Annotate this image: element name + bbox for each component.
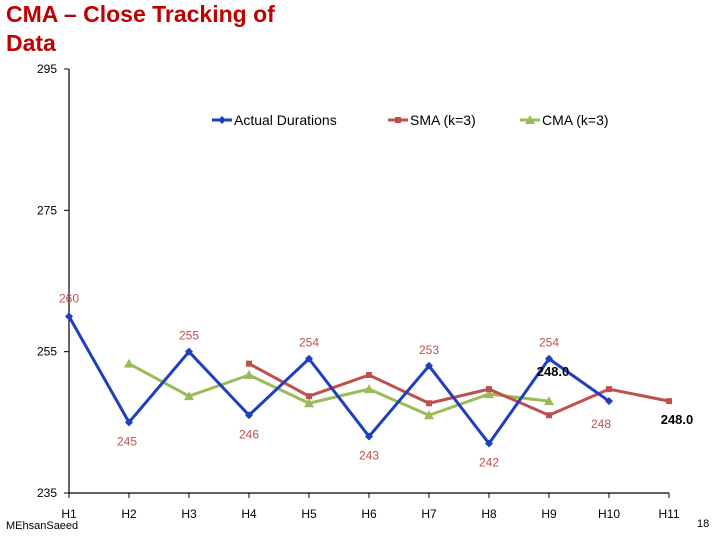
x-tick-label: H6: [361, 507, 377, 521]
x-tick-label: H9: [541, 507, 557, 521]
x-tick-label: H2: [121, 507, 137, 521]
data-point: [545, 354, 553, 363]
annotation-label: 248.0: [537, 364, 570, 379]
data-point: [305, 354, 313, 363]
data-label: 245: [117, 434, 137, 448]
data-point: [245, 411, 253, 420]
data-label: 260: [59, 291, 79, 305]
data-point: [365, 432, 373, 441]
series-line: [67, 315, 610, 446]
x-tick-label: H4: [241, 507, 257, 521]
x-tick-label: H10: [598, 507, 620, 521]
data-label: 243: [359, 448, 379, 462]
x-tick-label: H1: [61, 507, 77, 521]
data-point: [484, 389, 494, 399]
y-tick-label: 275: [37, 203, 57, 217]
data-point: [125, 418, 133, 427]
data-label: 242: [479, 456, 499, 470]
data-point: [424, 410, 434, 420]
x-tick-label: H5: [301, 507, 317, 521]
data-point: [304, 398, 314, 408]
data-point: [306, 393, 312, 400]
chart-data-labels: 260 245 255 246 254 243 253 242 254 248 248.0 248.0: [59, 291, 693, 469]
legend-entry-label: SMA (k=3): [410, 112, 476, 128]
slide-title: CMA – Close Tracking of Data: [6, 1, 275, 56]
data-point: [666, 398, 672, 405]
legend-marker: [218, 116, 226, 124]
data-point: [425, 361, 433, 370]
data-point: [185, 347, 193, 356]
data-point: [426, 400, 432, 407]
data-point: [65, 312, 73, 321]
y-tick-label: 255: [37, 345, 57, 359]
data-point: [546, 412, 552, 419]
chart-series: [65, 312, 672, 448]
y-tick-label: 295: [37, 62, 57, 76]
legend-entry-label: CMA (k=3): [542, 112, 609, 128]
chart-legend: Actual Durations SMA (k=3) CMA (k=3): [212, 112, 609, 128]
data-label: 254: [539, 336, 559, 350]
data-label: 254: [299, 336, 319, 350]
data-point: [124, 358, 134, 368]
data-point: [244, 369, 254, 379]
legend-marker: [395, 117, 401, 123]
data-point: [366, 371, 372, 378]
data-label: 253: [419, 343, 439, 357]
data-label: 255: [179, 329, 199, 343]
x-tick-label: H3: [181, 507, 197, 521]
annotation-label: 248.0: [661, 412, 694, 427]
data-point: [606, 386, 612, 393]
data-point: [485, 439, 493, 448]
legend-entry-label: Actual Durations: [234, 112, 337, 128]
y-tick-label: 235: [37, 486, 57, 500]
chart-axes: 235 255 275 295 H1 H2 H3 H4 H5 H6 H7 H8 H9 H10 H11: [37, 62, 680, 521]
footer-author: MEhsanSaeed: [6, 520, 79, 532]
data-point: [486, 386, 492, 393]
x-tick-label: H8: [481, 507, 497, 521]
x-tick-label: H7: [421, 507, 437, 521]
data-label: 248: [591, 417, 611, 431]
x-tick-label: H11: [658, 507, 679, 521]
page-number: 18: [697, 518, 710, 530]
data-point: [364, 384, 374, 394]
legend-marker: [525, 115, 535, 124]
data-point: [184, 391, 194, 401]
data-point: [544, 396, 554, 406]
data-point: [246, 360, 252, 367]
data-label: 246: [239, 427, 259, 441]
data-point: [605, 397, 613, 406]
